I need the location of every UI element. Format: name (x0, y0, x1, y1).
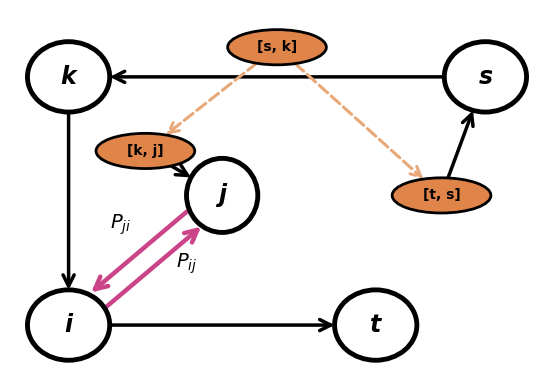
Ellipse shape (228, 30, 326, 65)
FancyArrowPatch shape (110, 320, 331, 331)
FancyArrowPatch shape (168, 63, 257, 133)
Ellipse shape (444, 42, 526, 112)
FancyArrowPatch shape (114, 71, 444, 82)
Ellipse shape (28, 290, 110, 360)
Text: $P_{ij}$: $P_{ij}$ (176, 252, 197, 276)
Ellipse shape (392, 178, 491, 213)
Text: t: t (370, 313, 381, 337)
FancyArrowPatch shape (105, 230, 197, 308)
Ellipse shape (335, 290, 417, 360)
Text: [t, s]: [t, s] (423, 188, 460, 202)
Ellipse shape (187, 158, 258, 232)
Text: s: s (478, 65, 493, 89)
FancyArrowPatch shape (295, 64, 421, 177)
Text: $P_{ji}$: $P_{ji}$ (110, 213, 131, 237)
FancyArrowPatch shape (171, 165, 188, 176)
FancyArrowPatch shape (95, 211, 188, 289)
FancyArrowPatch shape (448, 114, 473, 178)
Text: k: k (61, 65, 76, 89)
FancyArrowPatch shape (63, 112, 74, 286)
Text: [k, j]: [k, j] (127, 144, 163, 158)
Text: i: i (64, 313, 73, 337)
Text: [s, k]: [s, k] (257, 40, 297, 54)
Ellipse shape (28, 42, 110, 112)
Ellipse shape (96, 133, 195, 168)
Text: j: j (218, 183, 226, 208)
